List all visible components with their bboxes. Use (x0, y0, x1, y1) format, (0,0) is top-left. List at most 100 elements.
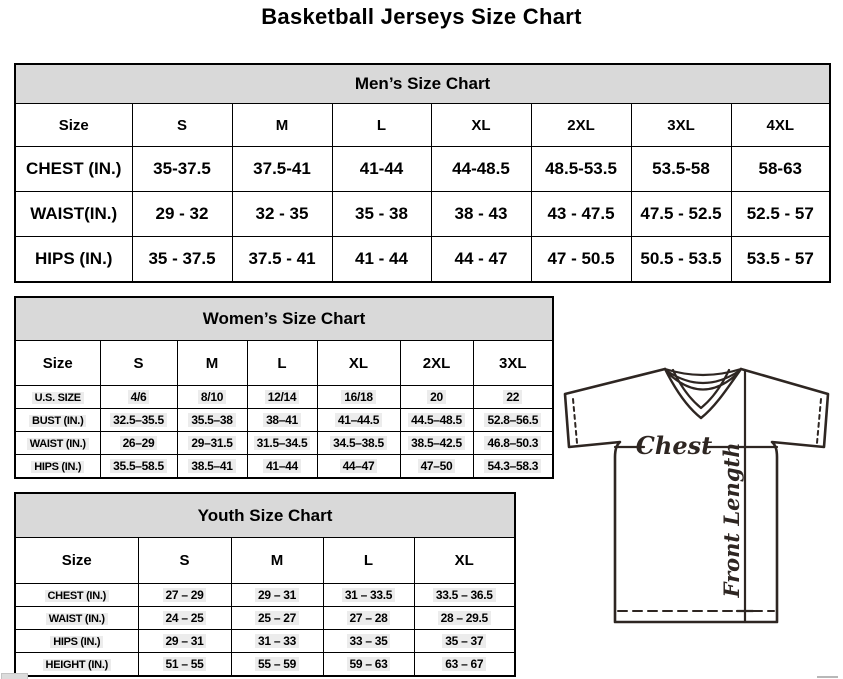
table-caption: Women’s Size Chart (14, 296, 554, 341)
table-caption: Men’s Size Chart (14, 63, 831, 104)
table-row: WAIST (IN.) 26–29 29–31.5 31.5–34.5 34.5–38.… (14, 431, 554, 455)
column-header-cell: L (322, 537, 415, 584)
value-cell: 38–41 (263, 413, 301, 427)
chest-label: Chest (636, 431, 712, 460)
value-cell: 47.5 - 52.5 (640, 204, 722, 223)
value-cell: 59 – 63 (346, 657, 391, 671)
value-cell: 44.5–48.5 (408, 413, 465, 427)
value-cell: 29 – 31 (255, 588, 299, 602)
value-cell: 46.8–50.3 (484, 436, 542, 450)
jersey-vneck-inner (671, 368, 731, 410)
table-row: HIPS (IN.) 35.5–58.5 38.5–41 41–44 44–47 47–5… (14, 454, 554, 479)
column-header-cell: Size (14, 103, 133, 147)
row-label: BUST (IN.) (29, 415, 87, 427)
value-cell: 33.5 – 36.5 (432, 588, 496, 602)
value-cell: 32.5–35.5 (110, 413, 167, 427)
value-cell: 53.5-58 (652, 159, 710, 178)
row-label: HIPS (IN.) (31, 461, 85, 473)
womens-size-chart-table: Women’s Size Chart Size S M L XL 2XL 3XL U.S. SI… (14, 296, 555, 479)
right-cuff-dashed-line (816, 398, 822, 444)
column-header-cell: S (99, 340, 178, 386)
jersey-diagram: Chest Front Length (563, 367, 830, 624)
table-row: U.S. SIZE 4/6 8/10 12/14 16/18 20 22 (14, 385, 554, 409)
header-row: Size S M L XL 2XL 3XL 4XL (14, 103, 831, 147)
column-header-cell: L (246, 340, 318, 386)
value-cell: 51 – 55 (162, 657, 207, 671)
value-cell: 31 – 33 (255, 634, 299, 648)
value-cell: 47–50 (417, 459, 456, 473)
scrollbar-fragment[interactable] (817, 676, 838, 678)
value-cell: 53.5 - 57 (746, 249, 814, 268)
header-row: Size S M L XL (14, 537, 516, 584)
column-header-cell: 2XL (399, 340, 474, 386)
value-cell: 27 – 29 (162, 588, 207, 602)
jersey-vneck-outer (663, 367, 743, 420)
table-row: HIPS (IN.) 29 – 31 31 – 33 33 – 35 35 – 37 (14, 629, 516, 653)
row-label: HIPS (IN.) (50, 636, 104, 648)
value-cell: 47 - 50.5 (547, 249, 615, 268)
row-label: CHEST (IN.) (26, 159, 122, 178)
value-cell: 44 - 47 (454, 249, 508, 268)
value-cell: 29 – 31 (162, 634, 207, 648)
value-cell: 29–31.5 (188, 436, 236, 450)
value-cell: 29 - 32 (155, 204, 209, 223)
value-cell: 27 – 28 (346, 611, 391, 625)
header-row: Size S M L XL 2XL 3XL (14, 340, 554, 386)
column-header-cell: M (230, 537, 324, 584)
value-cell: 20 (427, 390, 446, 404)
value-cell: 52.8–56.5 (484, 413, 542, 427)
value-cell: 35.5–38 (188, 413, 236, 427)
column-header-cell: XL (316, 340, 401, 386)
table-row: HIPS (IN.) 35 - 37.5 37.5 - 41 41 - 44 44 - … (14, 236, 831, 283)
table-row: CHEST (IN.) 35-37.5 37.5-41 41-44 44-48.5 48.… (14, 146, 831, 192)
row-label: U.S. SIZE (31, 392, 84, 404)
value-cell: 50.5 - 53.5 (640, 249, 722, 268)
page-title: Basketball Jerseys Size Chart (261, 4, 582, 29)
youth-size-chart-table: Youth Size Chart Size S M L XL CHEST (IN.) 27 –… (14, 492, 517, 677)
value-cell: 52.5 - 57 (746, 204, 814, 223)
value-cell: 22 (503, 390, 523, 404)
table-caption: Youth Size Chart (14, 492, 516, 538)
value-cell: 37.5-41 (253, 159, 311, 178)
value-cell: 33 – 35 (346, 634, 391, 648)
row-label: HEIGHT (IN.) (42, 659, 111, 671)
value-cell: 26–29 (119, 436, 158, 450)
column-header-cell: 2XL (530, 103, 632, 147)
value-cell: 38 - 43 (454, 204, 508, 223)
value-cell: 8/10 (197, 390, 227, 404)
value-cell: 35 - 37.5 (148, 249, 216, 268)
jersey-collar-icon (665, 369, 741, 385)
row-label: WAIST (IN.) (26, 438, 89, 450)
value-cell: 12/14 (264, 390, 300, 404)
column-header-cell: S (137, 537, 232, 584)
column-header-cell: XL (430, 103, 532, 147)
column-header-cell: XL (413, 537, 516, 584)
value-cell: 31.5–34.5 (253, 436, 311, 450)
table-row: WAIST (IN.) 24 – 25 25 – 27 27 – 28 28 – 29.… (14, 606, 516, 630)
row-label: CHEST (IN.) (44, 590, 109, 602)
value-cell: 38.5–41 (188, 459, 236, 473)
value-cell: 38.5–42.5 (408, 436, 465, 450)
jersey-collar-icon (667, 372, 739, 391)
column-header-cell: 3XL (630, 103, 732, 147)
table-row: CHEST (IN.) 27 – 29 29 – 31 31 – 33.5 33.5 –… (14, 583, 516, 607)
column-header-cell: 4XL (730, 103, 831, 147)
value-cell: 16/18 (341, 390, 376, 404)
mens-size-chart-table: Men’s Size Chart Size S M L XL 2XL 3XL 4XL CHEST … (14, 63, 832, 283)
column-header-cell: 3XL (472, 340, 554, 386)
value-cell: 28 – 29.5 (437, 611, 491, 625)
value-cell: 35.5–58.5 (110, 459, 167, 473)
value-cell: 4/6 (127, 390, 150, 404)
row-label: WAIST(IN.) (30, 204, 118, 223)
value-cell: 35-37.5 (153, 159, 211, 178)
horizontal-scrollbar-thumb[interactable] (1, 673, 28, 679)
table-row: WAIST(IN.) 29 - 32 32 - 35 35 - 38 38 - 43 43… (14, 191, 831, 237)
value-cell: 31 – 33.5 (341, 588, 396, 602)
jersey-collar-icon (663, 367, 743, 377)
value-cell: 44–47 (339, 459, 378, 473)
value-cell: 43 - 47.5 (547, 204, 615, 223)
column-header-cell: L (331, 103, 432, 147)
row-label: HIPS (IN.) (35, 249, 113, 268)
value-cell: 24 – 25 (162, 611, 207, 625)
